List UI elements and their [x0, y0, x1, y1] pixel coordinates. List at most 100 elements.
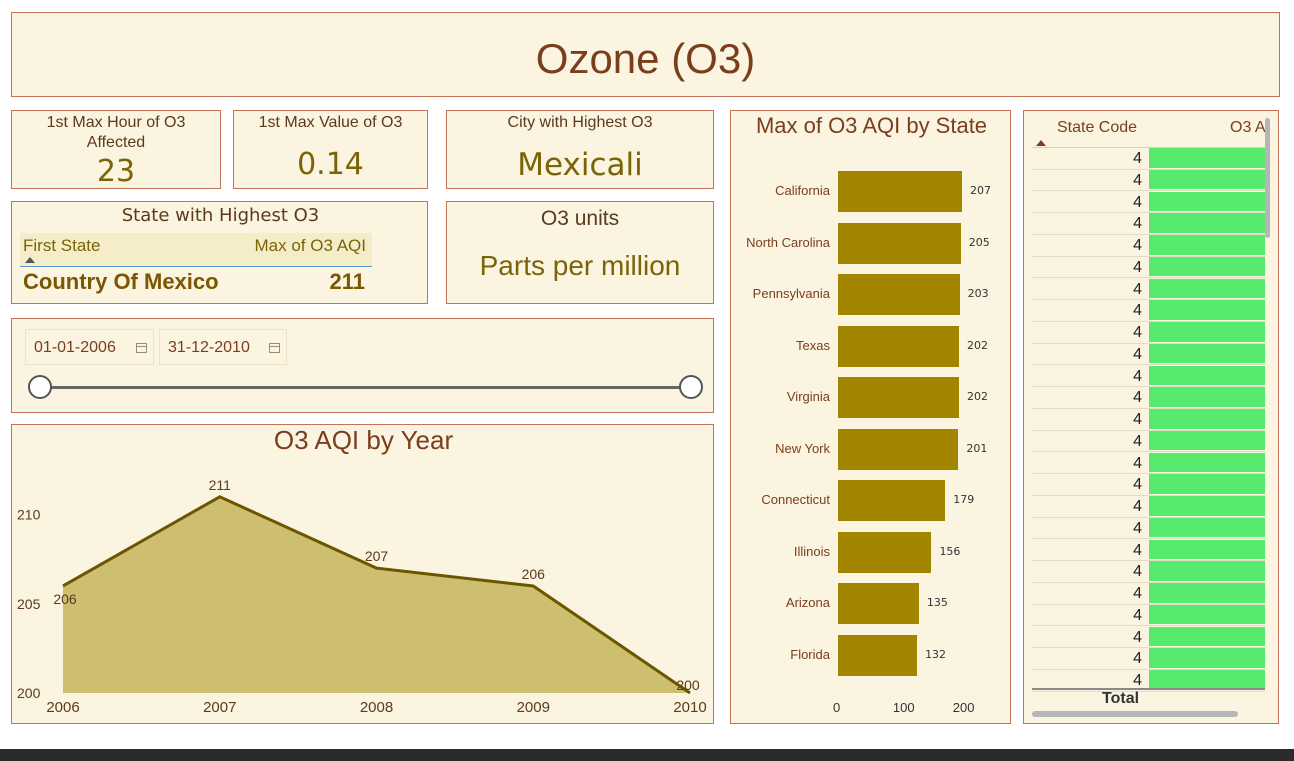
- state-code-cell: 4: [1133, 519, 1142, 537]
- state-code-header[interactable]: State Code: [1057, 119, 1138, 136]
- table-row[interactable]: 4: [1032, 300, 1265, 322]
- table-row[interactable]: 4: [1032, 148, 1265, 170]
- table-row[interactable]: 4: [1032, 496, 1265, 518]
- bar[interactable]: [838, 222, 961, 264]
- table-row[interactable]: 4: [1032, 474, 1265, 496]
- bar[interactable]: [838, 634, 918, 676]
- table-row[interactable]: 4: [1032, 213, 1265, 235]
- bar-category-label: Florida: [790, 646, 830, 662]
- max-hour-card: 1st Max Hour of O3 Affected 23: [11, 110, 221, 189]
- bar-category-label: Texas: [796, 337, 830, 353]
- table-row[interactable]: 4: [1032, 387, 1265, 409]
- date-range-slider-track[interactable]: [40, 386, 693, 389]
- table-row[interactable]: 4: [1032, 604, 1265, 627]
- table-row[interactable]: 4: [1032, 191, 1265, 214]
- bar-category-label: Pennsylvania: [752, 286, 830, 301]
- horizontal-scrollbar[interactable]: [1032, 711, 1238, 717]
- end-date-text: 31-12-2010: [168, 339, 250, 356]
- state-code-cell: 4: [1133, 454, 1142, 472]
- table-row[interactable]: 4: [1032, 583, 1265, 605]
- table-row[interactable]: 4: [1032, 322, 1265, 344]
- bar-value-label: 203: [967, 287, 989, 300]
- y-tick-label: 210: [17, 507, 41, 523]
- y-tick-label: 200: [17, 685, 41, 701]
- start-date-input[interactable]: 01-01-2006: [25, 329, 154, 365]
- vertical-scrollbar[interactable]: [1265, 118, 1270, 238]
- o3-aqi-cell: [1149, 561, 1265, 581]
- bar[interactable]: [838, 171, 962, 212]
- slider-end-handle[interactable]: [679, 375, 703, 399]
- state-code-cell: 4: [1133, 432, 1142, 450]
- bar[interactable]: [838, 274, 960, 315]
- bar-value-label: 156: [939, 544, 961, 558]
- calendar-icon[interactable]: [136, 343, 147, 353]
- state-highest-header: First State Max of O3 AQI: [20, 233, 372, 267]
- x-tick-label: 2010: [673, 699, 706, 716]
- state-highest-aqi: 211: [329, 269, 366, 294]
- table-row[interactable]: 4: [1032, 539, 1265, 562]
- table-row[interactable]: 4: [1032, 517, 1265, 540]
- o3-aqi-cell: [1149, 626, 1265, 647]
- city-card: City with Highest O3 Mexicali: [446, 110, 714, 189]
- o3-aqi-header[interactable]: O3 A: [1230, 119, 1266, 136]
- first-state-header[interactable]: First State: [23, 236, 101, 255]
- max-aqi-header[interactable]: Max of O3 AQI: [254, 236, 367, 255]
- calendar-icon[interactable]: [269, 343, 280, 353]
- state-code-cell: 4: [1133, 237, 1142, 254]
- table-row[interactable]: 4: [1032, 343, 1265, 366]
- table-row[interactable]: 4: [1032, 648, 1265, 670]
- o3-aqi-cell: [1149, 213, 1265, 233]
- data-label: 200: [676, 677, 700, 693]
- table-row[interactable]: 4: [1032, 365, 1265, 388]
- table-row[interactable]: 4: [1032, 235, 1265, 257]
- bar-value-label: 201: [966, 441, 988, 455]
- page-title: Ozone (O3): [535, 35, 756, 82]
- o3-aqi-cell: [1149, 148, 1265, 168]
- bar-category-label: Arizona: [785, 595, 830, 610]
- state-code-cell: 4: [1133, 563, 1142, 581]
- state-highest-value: Country Of Mexico: [23, 269, 219, 294]
- o3-aqi-cell: [1149, 169, 1265, 190]
- area-line: [62, 495, 691, 695]
- x-tick-label: 2007: [203, 699, 236, 716]
- bar[interactable]: [838, 325, 959, 367]
- table-row[interactable]: 4: [1032, 409, 1265, 431]
- sort-arrow-icon[interactable]: [25, 257, 35, 263]
- bar[interactable]: [838, 583, 919, 624]
- end-date-input[interactable]: 31-12-2010: [159, 329, 287, 365]
- bar[interactable]: [838, 377, 959, 418]
- table-row[interactable]: 4: [1032, 278, 1265, 301]
- state-code-cell: 4: [1133, 628, 1142, 646]
- table-row[interactable]: 4: [1032, 430, 1265, 453]
- slider-start-handle[interactable]: [28, 375, 52, 399]
- x-tick-label: 200: [952, 700, 975, 715]
- table-row[interactable]: 4: [1032, 670, 1265, 692]
- table-row[interactable]: 4: [1032, 169, 1265, 192]
- bar[interactable]: [838, 480, 946, 521]
- bar-chart-area: California 207 North Carolina 205 Pennsylvan…: [731, 111, 1012, 725]
- bar[interactable]: [838, 531, 932, 573]
- state-code-cell: 4: [1133, 585, 1142, 602]
- o3-aqi-cell: [1149, 409, 1265, 429]
- aqi-by-state-title: Max of O3 AQI by State: [755, 113, 988, 138]
- table-row[interactable]: 4: [1032, 256, 1265, 279]
- o3-aqi-cell: [1149, 583, 1265, 603]
- bar[interactable]: [838, 428, 959, 470]
- sort-arrow-icon[interactable]: [1036, 140, 1046, 146]
- table-row[interactable]: 4: [1032, 561, 1265, 583]
- state-code-cell: 4: [1133, 302, 1142, 320]
- o3-aqi-cell: [1149, 517, 1265, 538]
- o3-aqi-cell: [1149, 235, 1265, 255]
- o3-aqi-cell: [1149, 648, 1265, 668]
- units-card: O3 units Parts per million: [446, 201, 714, 304]
- o3-aqi-cell: [1149, 387, 1265, 407]
- data-label: 207: [365, 548, 389, 564]
- x-tick-label: 100: [892, 700, 915, 715]
- o3-aqi-cell: [1149, 452, 1265, 473]
- o3-aqi-cell: [1149, 191, 1265, 212]
- units-value: Parts per million: [479, 250, 681, 281]
- table-row[interactable]: 4: [1032, 626, 1265, 649]
- table-row[interactable]: 4: [1032, 452, 1265, 475]
- state-code-cell: 4: [1133, 606, 1142, 624]
- title-banner: Ozone (O3): [11, 12, 1280, 97]
